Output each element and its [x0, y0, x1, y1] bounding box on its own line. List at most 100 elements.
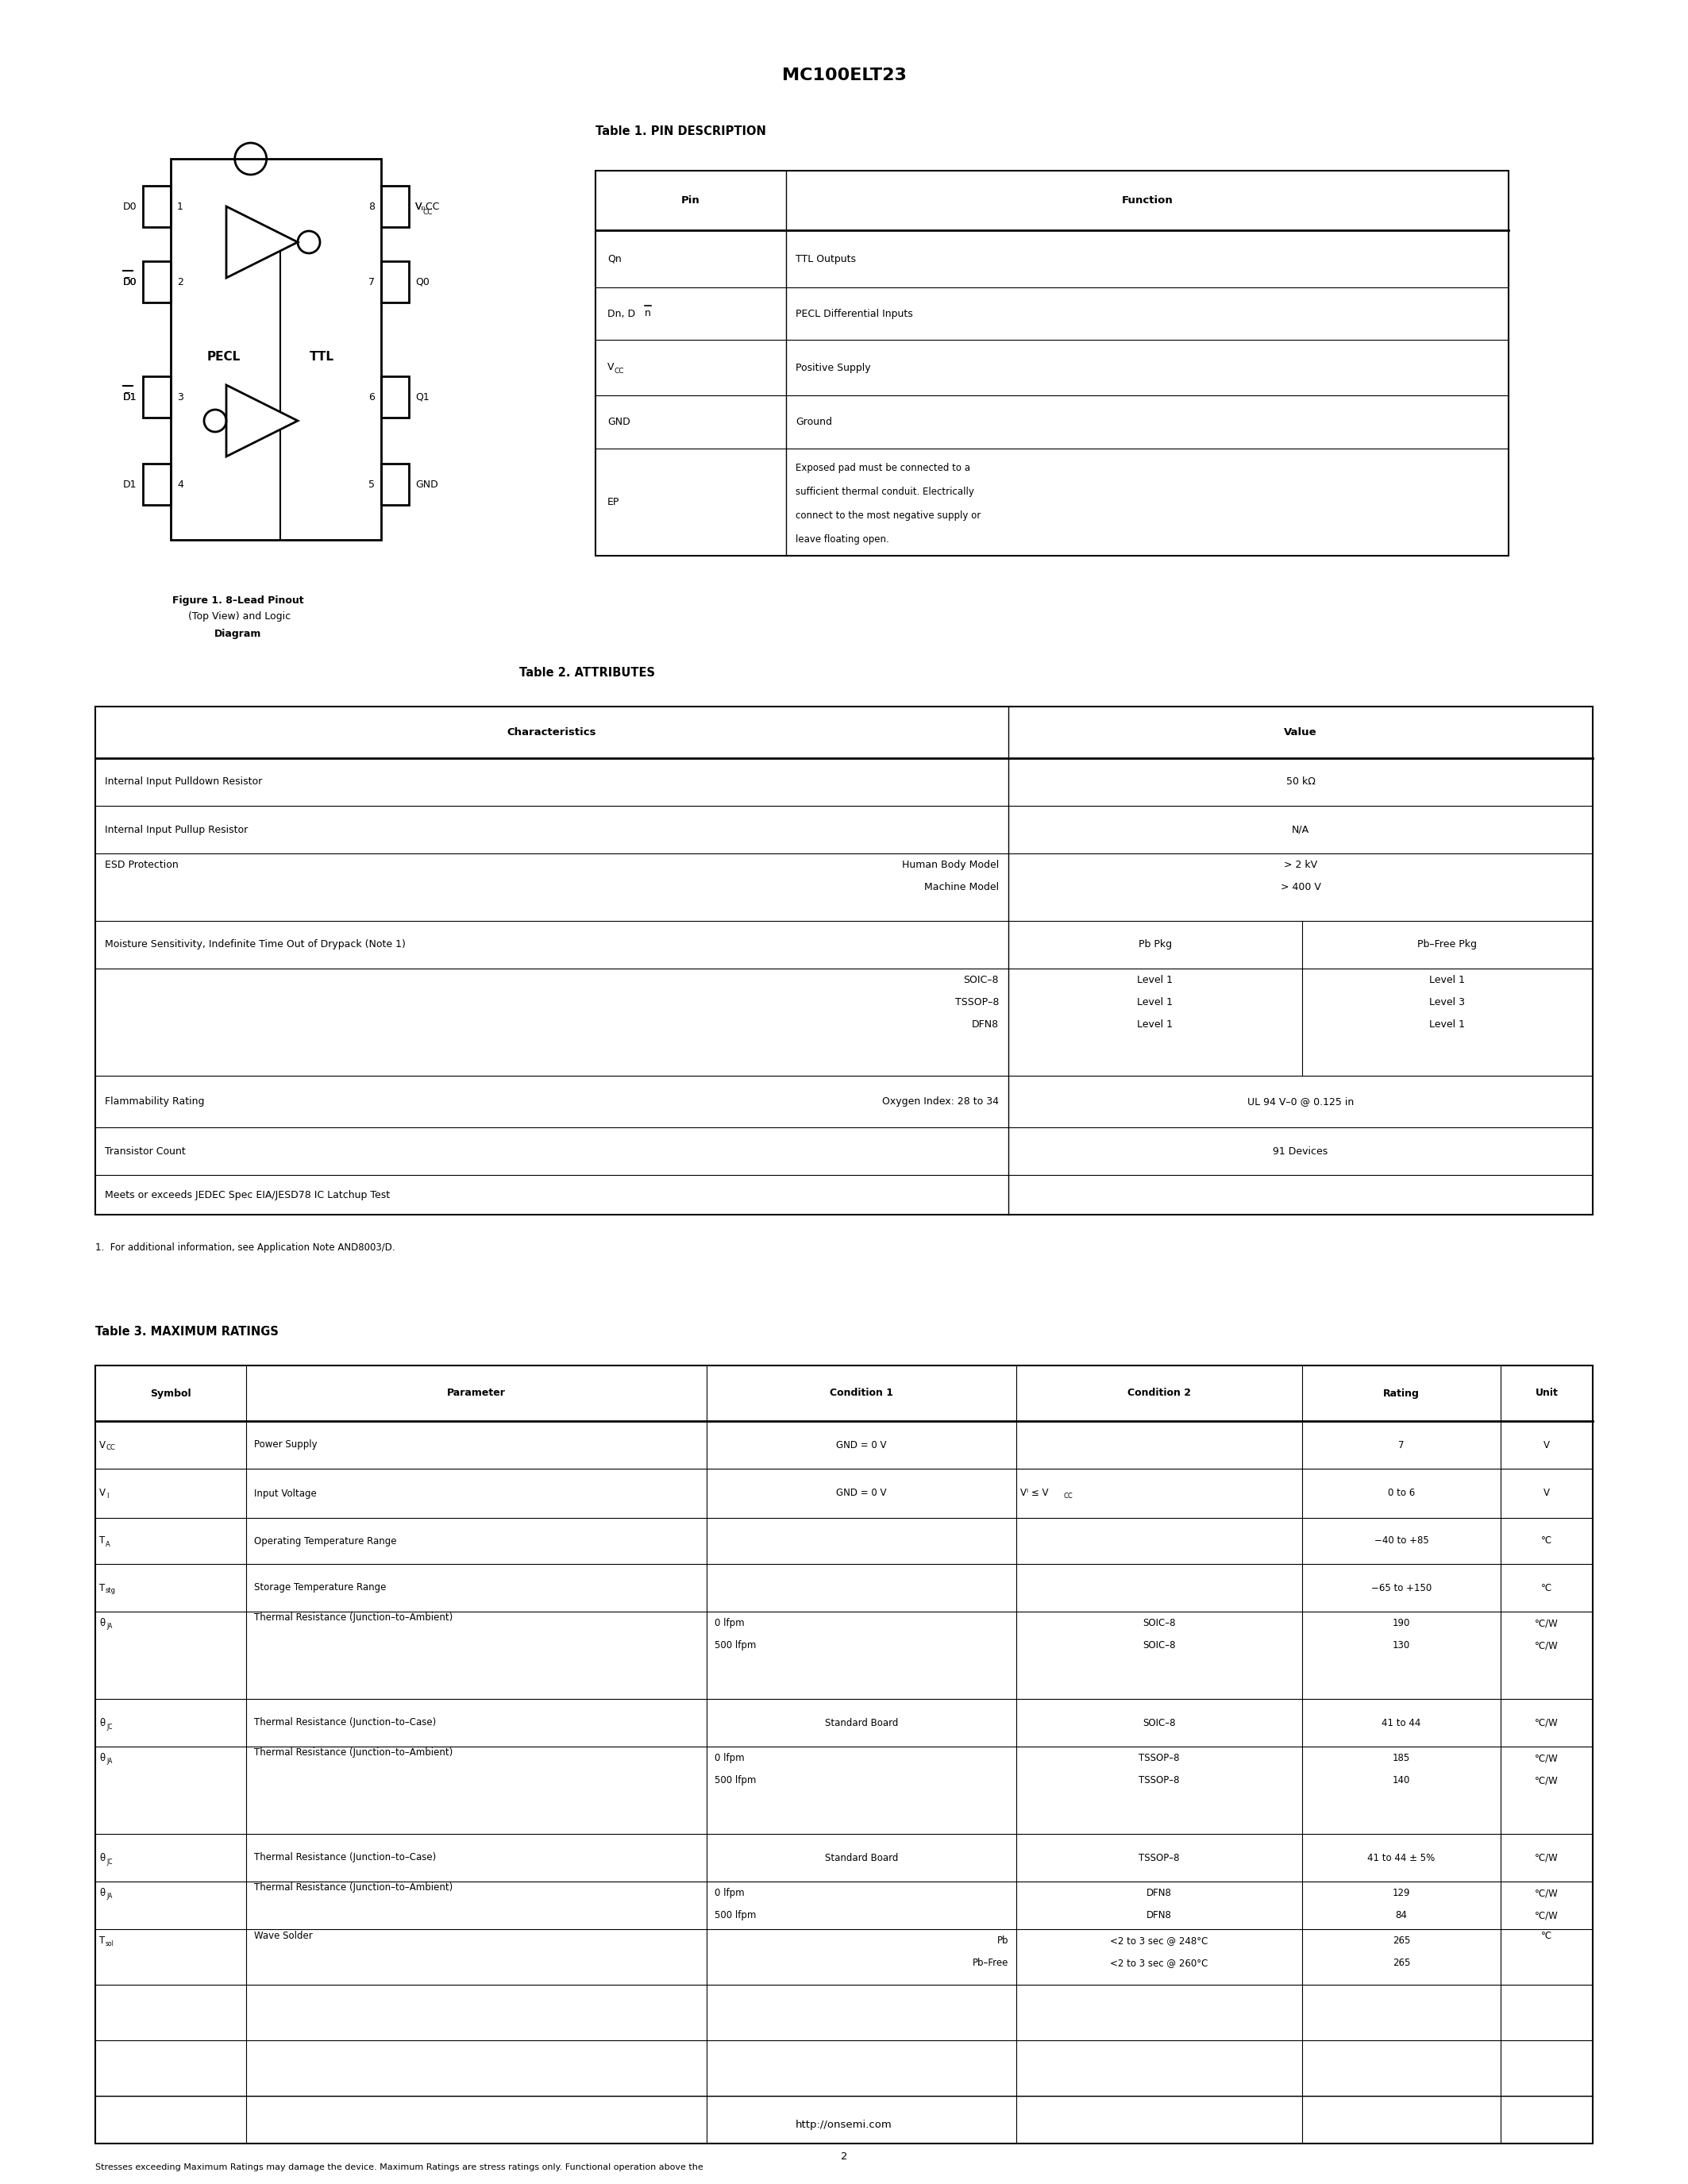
Text: 140: 140: [1393, 1776, 1409, 1787]
Text: D0: D0: [123, 277, 137, 286]
Text: 185: 185: [1393, 1754, 1409, 1762]
Text: <2 to 3 sec @ 260°C: <2 to 3 sec @ 260°C: [1111, 1957, 1209, 1968]
Bar: [381, 262, 408, 301]
Text: > 2 kV: > 2 kV: [1285, 860, 1317, 869]
Bar: [95, 1365, 1593, 2143]
Text: Rating: Rating: [1382, 1389, 1420, 1398]
Text: Thermal Resistance (Junction–to–Case): Thermal Resistance (Junction–to–Case): [255, 1852, 436, 1863]
Text: Vᴵ ≤ V: Vᴵ ≤ V: [1020, 1487, 1048, 1498]
Text: Symbol: Symbol: [150, 1389, 191, 1398]
Text: Standard Board: Standard Board: [825, 1717, 898, 1728]
Text: V: V: [100, 1439, 106, 1450]
Text: 2: 2: [841, 2151, 847, 2162]
Text: V: V: [415, 201, 422, 212]
Text: V: V: [100, 1487, 106, 1498]
Text: V: V: [1543, 1439, 1550, 1450]
Text: n: n: [645, 308, 652, 319]
Text: Transistor Count: Transistor Count: [105, 1147, 186, 1155]
Text: Level 3: Level 3: [1430, 998, 1465, 1007]
Text: JC: JC: [106, 1723, 113, 1732]
Text: D1: D1: [123, 391, 137, 402]
Text: 0 lfpm: 0 lfpm: [714, 1618, 744, 1629]
Text: ESD Protection: ESD Protection: [105, 860, 179, 869]
Text: Figure 1. 8–Lead Pinout: Figure 1. 8–Lead Pinout: [172, 596, 304, 605]
Text: JA: JA: [106, 1623, 111, 1629]
Text: 4: 4: [177, 478, 184, 489]
Text: Level 1: Level 1: [1138, 974, 1173, 985]
Text: θ: θ: [100, 1887, 105, 1898]
Text: Level 1: Level 1: [1430, 974, 1465, 985]
Text: Q0: Q0: [415, 277, 429, 286]
Text: 190: 190: [1393, 1618, 1409, 1629]
Text: Table 3. MAXIMUM RATINGS: Table 3. MAXIMUM RATINGS: [95, 1326, 279, 1339]
Text: Thermal Resistance (Junction–to–Case): Thermal Resistance (Junction–to–Case): [255, 1717, 436, 1728]
Text: PECL Differential Inputs: PECL Differential Inputs: [795, 308, 913, 319]
Text: > 400 V: > 400 V: [1280, 882, 1320, 893]
Text: −65 to +150: −65 to +150: [1371, 1583, 1431, 1592]
Text: leave floating open.: leave floating open.: [795, 535, 890, 544]
Text: °C/W: °C/W: [1534, 1911, 1558, 1920]
Text: 6: 6: [368, 391, 375, 402]
Text: Level 1: Level 1: [1138, 1020, 1173, 1029]
Text: TSSOP–8: TSSOP–8: [1139, 1754, 1180, 1762]
Text: <2 to 3 sec @ 248°C: <2 to 3 sec @ 248°C: [1111, 1935, 1209, 1946]
Text: Condition 2: Condition 2: [1128, 1389, 1192, 1398]
Text: θ: θ: [100, 1618, 105, 1629]
Text: 265: 265: [1393, 1935, 1409, 1946]
Text: Pb–Free: Pb–Free: [972, 1957, 1008, 1968]
Text: °C/W: °C/W: [1534, 1776, 1558, 1787]
Text: Exposed pad must be connected to a: Exposed pad must be connected to a: [795, 463, 971, 474]
Text: I: I: [106, 1494, 108, 1500]
Text: GND = 0 V: GND = 0 V: [836, 1439, 886, 1450]
Bar: [170, 159, 381, 539]
Text: Positive Supply: Positive Supply: [795, 363, 871, 373]
Bar: [381, 186, 408, 227]
Text: 129: 129: [1393, 1887, 1409, 1898]
Text: Dn, D: Dn, D: [608, 308, 635, 319]
Text: Function: Function: [1121, 194, 1173, 205]
Text: sufficient thermal conduit. Electrically: sufficient thermal conduit. Electrically: [795, 487, 974, 498]
Text: 0 lfpm: 0 lfpm: [714, 1887, 744, 1898]
Text: Diagram: Diagram: [214, 629, 262, 640]
Bar: [95, 708, 1593, 1214]
Bar: [596, 170, 1509, 555]
Text: 41 to 44 ± 5%: 41 to 44 ± 5%: [1367, 1852, 1435, 1863]
Text: 0 lfpm: 0 lfpm: [714, 1754, 744, 1762]
Text: SOIC–8: SOIC–8: [1143, 1618, 1175, 1629]
Text: Pin: Pin: [682, 194, 701, 205]
Text: Qn: Qn: [608, 253, 621, 264]
Text: CC: CC: [106, 1444, 116, 1452]
Text: V: V: [1543, 1487, 1550, 1498]
Text: 2: 2: [177, 277, 184, 286]
Text: 0 to 6: 0 to 6: [1388, 1487, 1415, 1498]
Text: Flammability Rating: Flammability Rating: [105, 1096, 204, 1107]
Text: 41 to 44: 41 to 44: [1382, 1717, 1421, 1728]
Text: SOIC–8: SOIC–8: [1143, 1717, 1175, 1728]
Text: 130: 130: [1393, 1640, 1409, 1651]
Text: T: T: [100, 1535, 105, 1546]
Bar: [143, 186, 170, 227]
Text: Level 1: Level 1: [1430, 1020, 1465, 1029]
Text: Power Supply: Power Supply: [255, 1439, 317, 1450]
Text: °C/W: °C/W: [1534, 1618, 1558, 1629]
Text: (Top View) and Logic: (Top View) and Logic: [186, 612, 290, 622]
Text: °C: °C: [1541, 1931, 1553, 1942]
Text: Internal Input Pulldown Resistor: Internal Input Pulldown Resistor: [105, 778, 262, 786]
Text: Pb Pkg: Pb Pkg: [1138, 939, 1171, 950]
Text: Thermal Resistance (Junction–to–Ambient): Thermal Resistance (Junction–to–Ambient): [255, 1612, 452, 1623]
Text: VₚCC: VₚCC: [415, 201, 441, 212]
Polygon shape: [226, 384, 297, 456]
Text: V: V: [608, 363, 614, 373]
Text: Table 2. ATTRIBUTES: Table 2. ATTRIBUTES: [520, 666, 655, 679]
Text: Standard Board: Standard Board: [825, 1852, 898, 1863]
Text: Ground: Ground: [795, 417, 832, 428]
Bar: [143, 376, 170, 417]
Text: Oxygen Index: 28 to 34: Oxygen Index: 28 to 34: [883, 1096, 999, 1107]
Text: °C/W: °C/W: [1534, 1717, 1558, 1728]
Text: Storage Temperature Range: Storage Temperature Range: [255, 1583, 387, 1592]
Text: SOIC–8: SOIC–8: [1143, 1640, 1175, 1651]
Text: CC: CC: [424, 210, 434, 216]
Text: TSSOP–8: TSSOP–8: [955, 998, 999, 1007]
Text: MC100ELT23: MC100ELT23: [782, 68, 906, 83]
Bar: [143, 262, 170, 301]
